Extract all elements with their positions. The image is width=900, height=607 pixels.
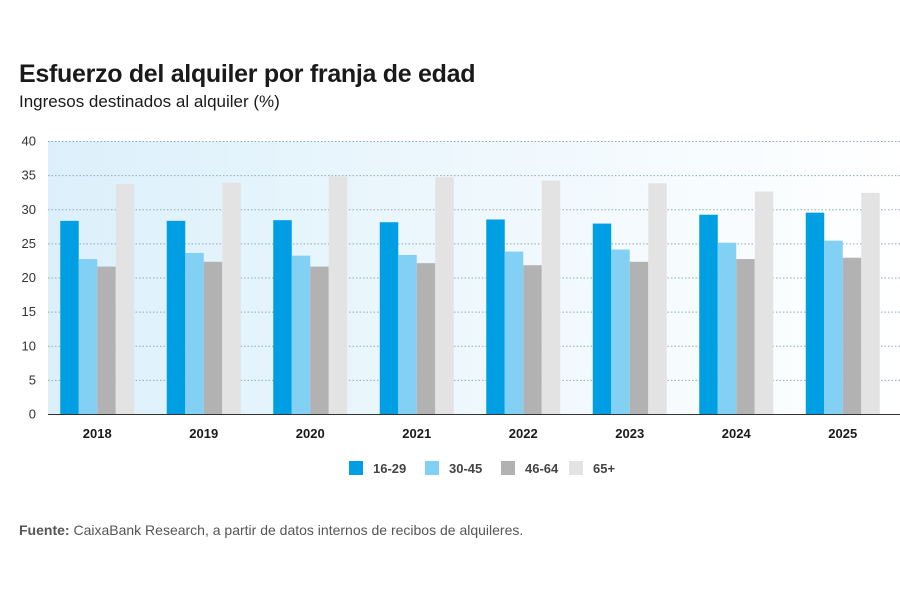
source-label: Fuente: bbox=[19, 522, 70, 538]
x-tick-label-2025: 2025 bbox=[828, 426, 857, 441]
bar-2019-65+ bbox=[222, 182, 241, 414]
bar-2024-65+ bbox=[754, 191, 774, 414]
legend-swatch-46-64 bbox=[501, 461, 515, 475]
source-text: CaixaBank Research, a partir de datos in… bbox=[69, 522, 524, 538]
chart-subtitle: Ingresos destinados al alquiler (%) bbox=[19, 92, 280, 111]
bar-2023-65+ bbox=[648, 183, 667, 414]
y-axis-ticks: 0 5 10 15 20 25 30 35 40 bbox=[22, 134, 36, 422]
bar-2022-16-29 bbox=[486, 219, 505, 414]
bar-2024-46-64 bbox=[736, 259, 755, 414]
x-tick-label-2020: 2020 bbox=[296, 426, 325, 441]
bar-2018-16-29 bbox=[60, 220, 79, 414]
y-tick-label-15: 15 bbox=[22, 304, 36, 319]
bar-2025-46-64 bbox=[842, 257, 862, 414]
bar-2020-16-29 bbox=[273, 220, 292, 414]
chart-title: Esfuerzo del alquiler por franja de edad bbox=[19, 60, 476, 88]
y-tick-label-0: 0 bbox=[29, 407, 36, 422]
legend-swatch-65+ bbox=[569, 461, 583, 475]
x-tick-label-2022: 2022 bbox=[509, 426, 538, 441]
legend-label-46-64: 46-64 bbox=[525, 461, 559, 476]
bar-2021-65+ bbox=[435, 177, 454, 414]
bar-2018-65+ bbox=[115, 183, 135, 414]
legend-label-65+: 65+ bbox=[593, 461, 615, 476]
bar-2022-30-45 bbox=[504, 251, 524, 414]
bar-2024-30-45 bbox=[717, 242, 737, 414]
bar-2021-16-29 bbox=[379, 222, 399, 414]
y-tick-label-10: 10 bbox=[22, 338, 36, 353]
bar-2019-46-64 bbox=[203, 261, 223, 414]
bar-2019-30-45 bbox=[185, 252, 204, 414]
y-tick-label-40: 40 bbox=[22, 134, 36, 149]
x-tick-label-2021: 2021 bbox=[402, 426, 431, 441]
x-tick-label-2018: 2018 bbox=[83, 426, 112, 441]
bars bbox=[60, 176, 880, 414]
bar-2024-16-29 bbox=[699, 214, 718, 414]
legend-label-16-29: 16-29 bbox=[373, 461, 406, 476]
bar-2020-46-64 bbox=[310, 266, 329, 414]
bar-2025-16-29 bbox=[805, 212, 825, 414]
legend: 16-29 30-45 46-64 65+ bbox=[349, 461, 615, 476]
y-tick-label-30: 30 bbox=[22, 202, 36, 217]
bar-2023-30-45 bbox=[611, 249, 630, 414]
y-tick-label-25: 25 bbox=[22, 236, 36, 251]
y-tick-label-35: 35 bbox=[22, 168, 36, 183]
bar-2021-30-45 bbox=[398, 254, 417, 414]
x-tick-label-2024: 2024 bbox=[722, 426, 752, 441]
bar-2022-46-64 bbox=[523, 265, 542, 414]
bar-2023-46-64 bbox=[629, 261, 649, 414]
legend-swatch-30-45 bbox=[425, 461, 439, 475]
x-axis-ticks: 2018 2019 2020 2021 2022 2023 2024 2025 bbox=[83, 426, 857, 441]
bar-2019-16-29 bbox=[166, 220, 186, 414]
y-tick-label-5: 5 bbox=[29, 372, 36, 387]
legend-swatch-16-29 bbox=[349, 461, 363, 475]
bar-2021-46-64 bbox=[416, 263, 436, 414]
y-tick-label-20: 20 bbox=[22, 270, 36, 285]
bar-2018-46-64 bbox=[97, 266, 116, 414]
bar-2023-16-29 bbox=[592, 223, 612, 414]
x-tick-label-2023: 2023 bbox=[615, 426, 644, 441]
source-note: Fuente: CaixaBank Research, a partir de … bbox=[19, 522, 523, 538]
bar-2020-30-45 bbox=[291, 255, 311, 414]
x-tick-label-2019: 2019 bbox=[189, 426, 218, 441]
bar-2025-30-45 bbox=[824, 240, 843, 414]
bar-2020-65+ bbox=[328, 176, 348, 414]
legend-label-30-45: 30-45 bbox=[449, 461, 482, 476]
bar-2025-65+ bbox=[861, 192, 880, 414]
bar-2022-65+ bbox=[541, 180, 561, 414]
bar-2018-30-45 bbox=[78, 259, 98, 414]
